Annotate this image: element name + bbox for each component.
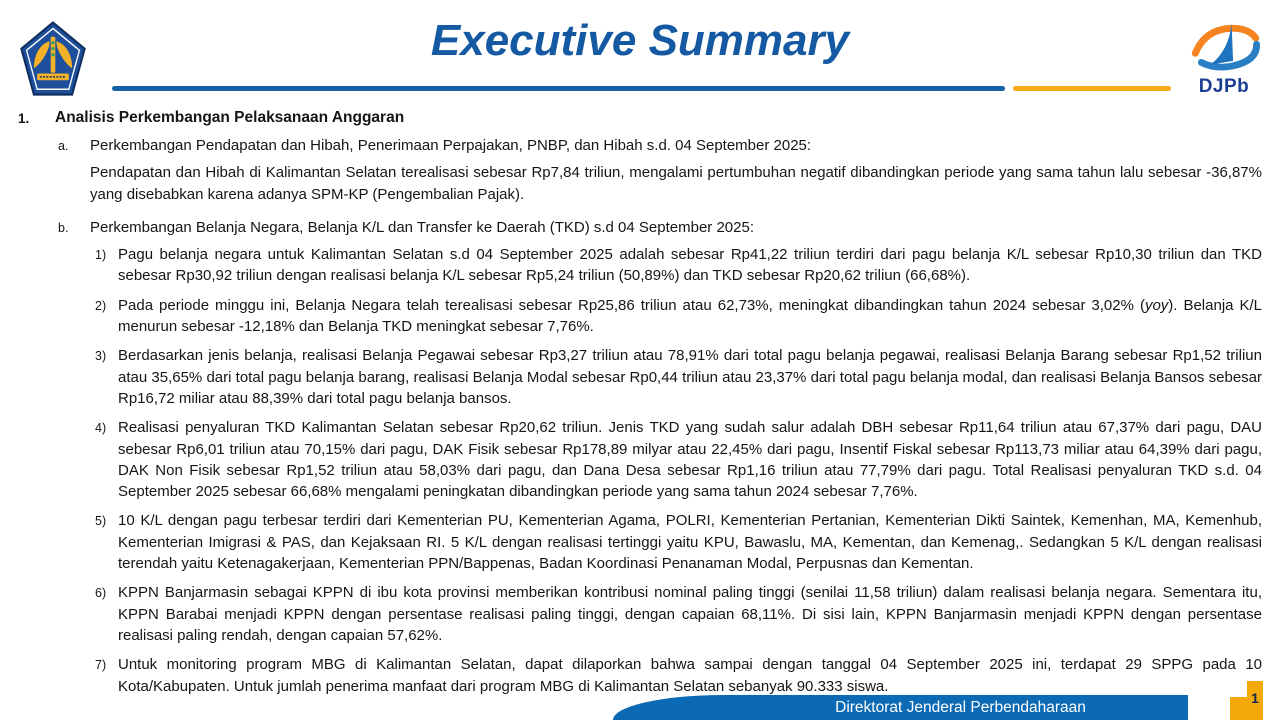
item-a-paragraph: Pendapatan dan Hibah di Kalimantan Selat… — [90, 164, 1262, 203]
list-item-7: 7) Untuk monitoring program MBG di Kalim… — [90, 654, 1262, 697]
item-a: a. Perkembangan Pendapatan dan Hibah, Pe… — [18, 135, 1262, 212]
djpb-swoosh-icon — [1191, 23, 1260, 71]
text-segment: ). Belanja K/L menurun sebesar -12,18% d… — [118, 296, 1262, 336]
djpb-logo-label: DJPb — [1198, 76, 1250, 97]
footer-banner-text: Direktorat Jenderal Perbendaharaan — [835, 698, 1086, 716]
slide-content: 1. Analisis Perkembangan Pelaksanaan Ang… — [18, 107, 1262, 710]
list-item-6-number: 6) — [95, 586, 107, 601]
list-item-1-text: Pagu belanja negara untuk Kalimantan Sel… — [118, 246, 1262, 285]
item-a-body: Perkembangan Pendapatan dan Hibah, Pener… — [90, 135, 1262, 212]
section-title: Analisis Perkembangan Pelaksanaan Anggar… — [55, 109, 405, 126]
list-item-7-number: 7) — [95, 658, 107, 673]
footer-banner: Direktorat Jenderal Perbendaharaan — [613, 695, 1188, 720]
list-item-2-text: Pada periode minggu ini, Belanja Negara … — [118, 295, 1262, 338]
header-rule-orange — [1013, 86, 1171, 91]
section-heading-row: 1. Analisis Perkembangan Pelaksanaan Ang… — [18, 107, 1262, 129]
list-item-1-number: 1) — [95, 248, 107, 263]
djpb-logo: DJPb — [1186, 20, 1262, 98]
kemenkeu-logo-icon — [20, 21, 86, 96]
list-item-6-text: KPPN Banjarmasin sebagai KPPN di ibu kot… — [118, 584, 1262, 644]
page-number-tab: 1 — [1230, 681, 1263, 720]
item-a-label: a. — [58, 139, 69, 153]
numbered-list: 1) Pagu belanja negara untuk Kalimantan … — [90, 244, 1262, 697]
list-item-2-number: 2) — [95, 298, 107, 313]
text-segment-italic: yoy — [1144, 296, 1169, 314]
list-item-6: 6) KPPN Banjarmasin sebagai KPPN di ibu … — [90, 582, 1262, 646]
kemenkeu-pentagon-icon — [20, 21, 86, 96]
list-item-7-text: Untuk monitoring program MBG di Kalimant… — [118, 656, 1262, 695]
list-item-4-number: 4) — [95, 421, 107, 436]
item-b-label: b. — [58, 220, 69, 235]
text-segment: Pada periode minggu ini, Belanja Negara … — [118, 296, 1145, 314]
page-title: Executive Summary — [430, 16, 850, 65]
item-b-body: Perkembangan Belanja Negara, Belanja K/L… — [90, 217, 1262, 705]
item-b-heading: Perkembangan Belanja Negara, Belanja K/L… — [90, 218, 754, 236]
page-tab-shape-wide — [1230, 697, 1263, 720]
header-rule-blue — [112, 86, 1005, 91]
list-item-5-number: 5) — [95, 514, 107, 529]
list-item-5-text: 10 K/L dengan pagu terbesar terdiri dari… — [118, 512, 1262, 573]
list-item-4-text: Realisasi penyaluran TKD Kalimantan Sela… — [118, 419, 1262, 501]
page-number: 1 — [1251, 690, 1259, 706]
list-item-1: 1) Pagu belanja negara untuk Kalimantan … — [90, 244, 1262, 287]
list-item-4: 4) Realisasi penyaluran TKD Kalimantan S… — [90, 417, 1262, 502]
list-item-3: 3) Berdasarkan jenis belanja, realisasi … — [90, 345, 1262, 409]
item-a-heading: Perkembangan Pendapatan dan Hibah, Pener… — [90, 137, 812, 154]
item-b: b. Perkembangan Belanja Negara, Belanja … — [18, 217, 1262, 705]
list-item-5: 5) 10 K/L dengan pagu terbesar terdiri d… — [90, 510, 1262, 574]
list-item-3-text: Berdasarkan jenis belanja, realisasi Bel… — [118, 347, 1262, 407]
list-item-3-number: 3) — [95, 349, 107, 364]
list-item-2: 2) Pada periode minggu ini, Belanja Nega… — [90, 295, 1262, 338]
section-number: 1. — [18, 111, 30, 126]
